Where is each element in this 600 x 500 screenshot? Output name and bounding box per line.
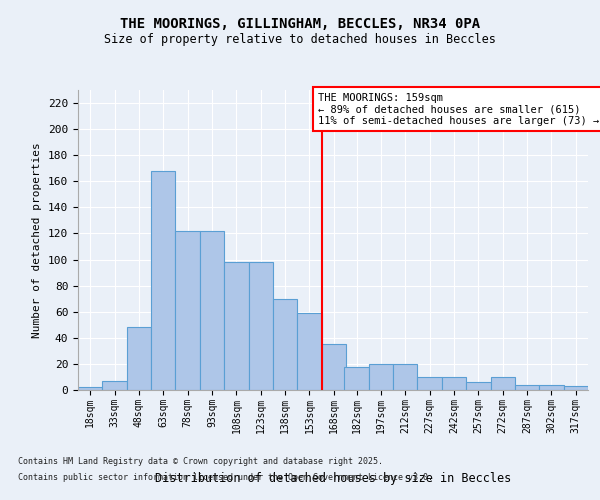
Bar: [369, 364, 393, 390]
Bar: [515, 385, 539, 390]
Bar: [103, 381, 127, 390]
Bar: [224, 262, 248, 390]
Text: THE MOORINGS, GILLINGHAM, BECCLES, NR34 0PA: THE MOORINGS, GILLINGHAM, BECCLES, NR34 …: [120, 18, 480, 32]
Bar: [442, 377, 466, 390]
Bar: [151, 171, 175, 390]
Bar: [273, 298, 297, 390]
Bar: [539, 385, 563, 390]
Bar: [491, 377, 515, 390]
Bar: [175, 231, 200, 390]
Text: Contains public sector information licensed under the Open Government Licence v3: Contains public sector information licen…: [18, 472, 433, 482]
Bar: [78, 388, 103, 390]
X-axis label: Distribution of detached houses by size in Beccles: Distribution of detached houses by size …: [155, 472, 511, 485]
Bar: [248, 262, 273, 390]
Bar: [563, 386, 588, 390]
Bar: [297, 313, 322, 390]
Bar: [127, 328, 151, 390]
Bar: [393, 364, 418, 390]
Bar: [418, 377, 442, 390]
Bar: [344, 366, 369, 390]
Text: Contains HM Land Registry data © Crown copyright and database right 2025.: Contains HM Land Registry data © Crown c…: [18, 458, 383, 466]
Bar: [466, 382, 491, 390]
Bar: [200, 231, 224, 390]
Text: Size of property relative to detached houses in Beccles: Size of property relative to detached ho…: [104, 32, 496, 46]
Y-axis label: Number of detached properties: Number of detached properties: [32, 142, 43, 338]
Bar: [322, 344, 346, 390]
Text: THE MOORINGS: 159sqm
← 89% of detached houses are smaller (615)
11% of semi-deta: THE MOORINGS: 159sqm ← 89% of detached h…: [319, 92, 599, 126]
